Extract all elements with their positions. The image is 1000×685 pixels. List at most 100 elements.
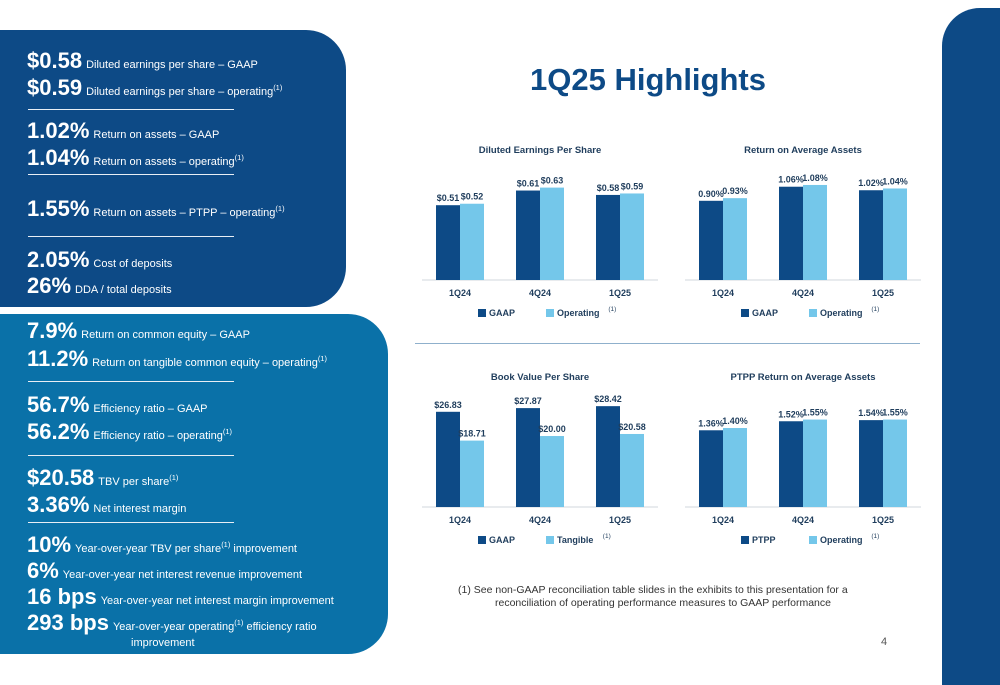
legend-footnote-marker: (1) <box>871 306 879 313</box>
data-label: 1.08% <box>802 173 828 183</box>
legend-footnote-marker: (1) <box>608 306 616 313</box>
chart-ptpp-return-on-average-assets: PTPP Return on Average Assets 1.36% 1.40% 1… <box>683 367 923 552</box>
stat-label: Year-over-year net interest revenue impr… <box>62 569 303 581</box>
bar-gaap <box>779 186 803 280</box>
data-label: 1.06% <box>778 175 804 185</box>
bar-ptpp <box>779 421 803 507</box>
category-label: 1Q24 <box>712 288 734 298</box>
data-label: $27.87 <box>514 396 542 406</box>
stat-value: $0.59 <box>27 75 83 100</box>
data-label: 1.52% <box>778 409 804 419</box>
legend-swatch <box>546 309 554 317</box>
stat-item: 10% Year-over-year TBV per share(1) impro… <box>27 534 297 556</box>
stat-divider <box>28 236 234 237</box>
category-label: 1Q24 <box>449 515 471 525</box>
stat-value: 11.2% <box>27 346 89 371</box>
footnote-marker: (1) <box>234 153 244 162</box>
category-label: 1Q25 <box>609 515 631 525</box>
data-label: 0.90% <box>698 189 724 199</box>
data-label: 1.54% <box>858 408 884 418</box>
legend-swatch <box>546 536 554 544</box>
legend-label: GAAP <box>489 535 515 545</box>
chart-title: Book Value Per Share <box>491 372 589 383</box>
legend-swatch <box>741 536 749 544</box>
data-label: $0.51 <box>437 193 460 203</box>
stat-value: 293 bps <box>27 610 109 635</box>
data-label: 0.93% <box>722 186 748 196</box>
bar-tangible <box>620 433 644 507</box>
stat-label: Year-over-year net interest margin impro… <box>100 595 334 607</box>
bar-gaap <box>436 205 460 280</box>
footnote-marker: (1) <box>275 204 285 213</box>
stat-value: 1.02% <box>27 118 90 143</box>
bar-gaap <box>596 194 620 280</box>
category-label: 1Q24 <box>449 288 471 298</box>
chart-book-value-per-share: Book Value Per Share $26.83 $18.71 1Q24 $27.… <box>420 367 660 552</box>
data-label: $20.58 <box>618 422 646 432</box>
stat-value: 2.05% <box>27 247 90 272</box>
bar-operating <box>883 419 907 507</box>
data-label: 1.40% <box>722 416 748 426</box>
decorative-side-band <box>942 8 1000 685</box>
stat-label: Net interest margin <box>93 503 187 515</box>
data-label: $0.52 <box>461 192 484 202</box>
bar-operating <box>883 188 907 280</box>
bar-gaap <box>859 190 883 280</box>
category-label: 4Q24 <box>792 288 814 298</box>
stat-divider <box>28 109 234 110</box>
stat-label: Year-over-year operating(1) efficiency r… <box>112 618 317 633</box>
section-divider <box>415 343 920 344</box>
legend-label: GAAP <box>489 308 515 318</box>
chart-return-on-average-assets: Return on Average Assets 0.90% 0.93% 1Q24 1.… <box>683 140 923 325</box>
stat-value: 16 bps <box>27 584 97 609</box>
stat-value: 56.7% <box>27 392 90 417</box>
data-label: $0.61 <box>517 179 540 189</box>
stat-label: Diluted earnings per share – operating(1… <box>86 83 283 98</box>
chart-svg: PTPP Return on Average Assets 1.36%1.40% 1… <box>685 372 921 545</box>
data-label: $18.71 <box>458 429 486 439</box>
bar-operating <box>723 428 747 507</box>
data-label: $26.83 <box>434 400 462 410</box>
stat-label: Return on assets – operating(1) <box>93 153 244 168</box>
data-label: 1.55% <box>882 408 908 418</box>
stat-item: $0.58 Diluted earnings per share – GAAP <box>27 50 258 72</box>
stat-value: $0.58 <box>27 48 83 73</box>
stat-divider <box>28 174 234 175</box>
footnote-line-2: reconciliation of operating performance … <box>495 597 831 610</box>
bar-gaap <box>516 408 540 507</box>
bar-gaap <box>596 406 620 507</box>
legend-swatch <box>478 309 486 317</box>
stat-label: TBV per share(1) <box>98 473 179 488</box>
legend-label: Operating <box>820 535 863 545</box>
stat-item: 16 bps Year-over-year net interest margin… <box>27 586 334 608</box>
stat-value: 1.55% <box>27 196 90 221</box>
legend-swatch <box>741 309 749 317</box>
stat-label: Efficiency ratio – operating(1) <box>93 427 232 442</box>
stat-label: Return on assets – GAAP <box>93 129 220 141</box>
legend-footnote-marker: (1) <box>603 533 611 540</box>
chart-title: Return on Average Assets <box>744 145 862 156</box>
bar-ptpp <box>859 420 883 507</box>
bar-gaap <box>436 411 460 507</box>
legend-label: Operating <box>820 308 863 318</box>
highlights-panel-bottom: 7.9% Return on common equity – GAAP 11.2% R… <box>0 314 388 654</box>
stat-value: $20.58 <box>27 465 95 490</box>
footnote-marker: (1) <box>273 83 283 92</box>
stat-divider <box>28 455 234 456</box>
stat-item: 56.2% Efficiency ratio – operating(1) <box>27 421 232 443</box>
bar-operating <box>460 203 484 280</box>
stat-label-continued: improvement <box>131 637 195 649</box>
bar-ptpp <box>699 430 723 507</box>
legend-label: Tangible <box>557 535 593 545</box>
chart-title: Diluted Earnings Per Share <box>479 145 601 156</box>
stat-item: 56.7% Efficiency ratio – GAAP <box>27 394 208 416</box>
page-number: 4 <box>881 636 888 648</box>
legend-swatch <box>809 309 817 317</box>
stat-item: $0.59 Diluted earnings per share – operat… <box>27 77 282 99</box>
category-label: 4Q24 <box>529 515 551 525</box>
stat-value: 3.36% <box>27 492 90 517</box>
data-label: 1.36% <box>698 418 724 428</box>
stat-item: 293 bps Year-over-year operating(1) effic… <box>27 612 317 649</box>
stat-value: 6% <box>27 558 59 583</box>
bar-operating <box>723 198 747 280</box>
